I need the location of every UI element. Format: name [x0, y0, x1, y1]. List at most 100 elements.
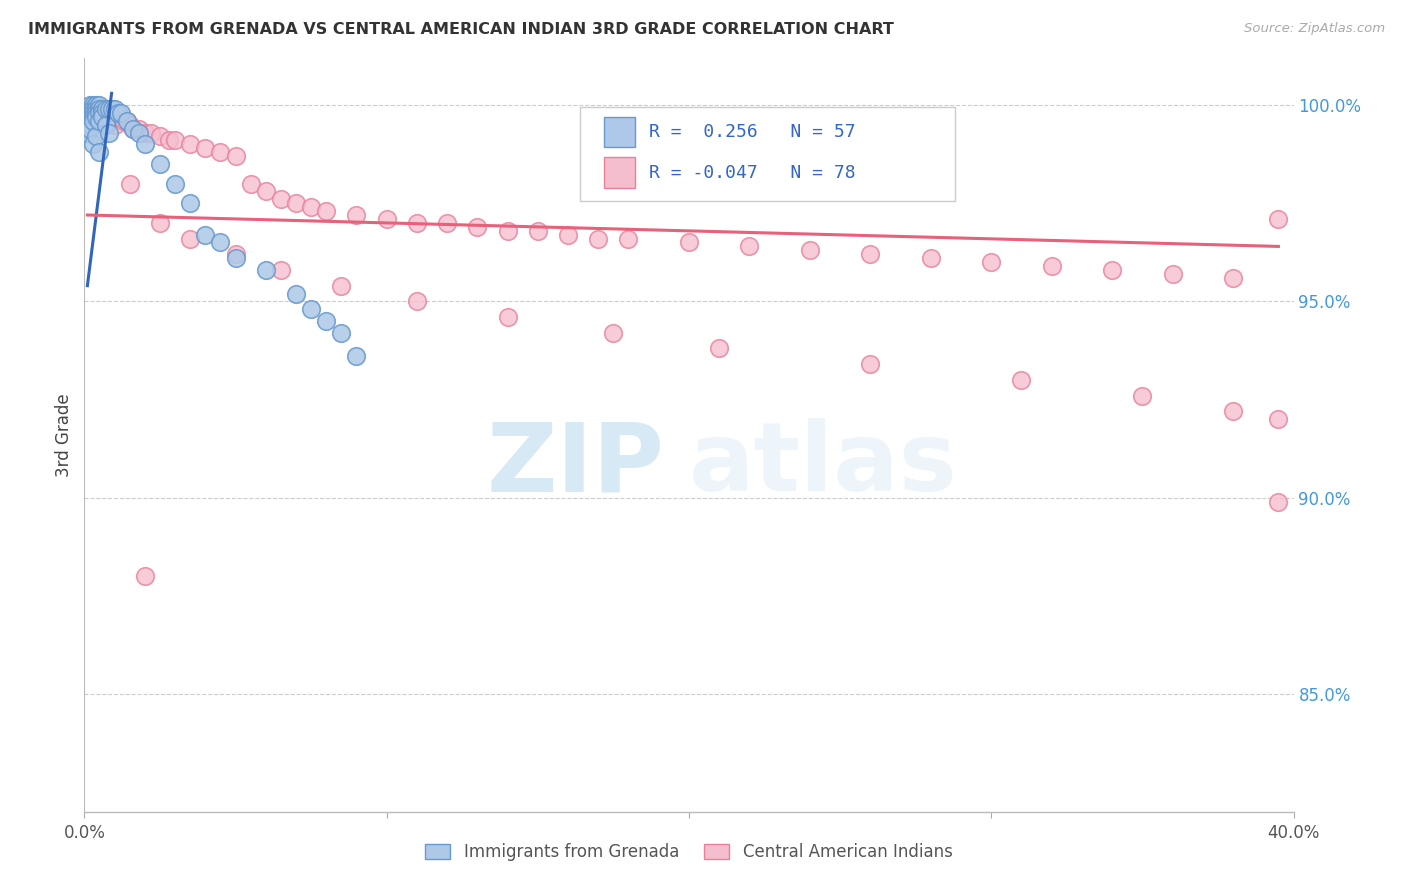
Point — [149, 129, 172, 144]
Point — [86, 98, 108, 112]
Point — [134, 137, 156, 152]
Text: ZIP: ZIP — [486, 418, 665, 511]
Point — [76, 102, 98, 116]
Point — [1267, 211, 1289, 226]
Point — [97, 113, 120, 128]
Point — [134, 126, 156, 140]
Point — [82, 106, 104, 120]
Point — [709, 342, 731, 356]
Text: R = -0.047   N = 78: R = -0.047 N = 78 — [650, 163, 856, 182]
Point — [527, 224, 550, 238]
Point — [86, 106, 108, 120]
Point — [107, 110, 129, 124]
Point — [165, 133, 187, 147]
Point — [97, 102, 120, 116]
Point — [496, 224, 519, 238]
Point — [76, 102, 98, 116]
Point — [299, 302, 322, 317]
Point — [406, 294, 429, 309]
Point — [179, 231, 201, 245]
Point — [107, 106, 129, 120]
Point — [496, 310, 519, 324]
Point — [82, 102, 104, 116]
Point — [920, 251, 942, 265]
Point — [91, 106, 114, 120]
Point — [225, 247, 247, 261]
Point — [79, 102, 101, 116]
Point — [209, 235, 232, 250]
Point — [1011, 373, 1033, 387]
Point — [100, 106, 122, 120]
Point — [110, 110, 132, 124]
Point — [1101, 263, 1123, 277]
FancyBboxPatch shape — [605, 117, 634, 147]
Point — [94, 102, 117, 116]
Point — [1267, 494, 1289, 508]
Point — [104, 110, 127, 124]
Point — [209, 145, 232, 160]
Point — [121, 121, 143, 136]
Point — [79, 102, 101, 116]
Point — [134, 569, 156, 583]
Point — [225, 149, 247, 163]
Point — [89, 106, 111, 120]
Point — [79, 118, 101, 132]
Point — [82, 110, 104, 124]
Point — [1130, 388, 1153, 402]
Text: IMMIGRANTS FROM GRENADA VS CENTRAL AMERICAN INDIAN 3RD GRADE CORRELATION CHART: IMMIGRANTS FROM GRENADA VS CENTRAL AMERI… — [28, 22, 894, 37]
Point — [89, 98, 111, 112]
Text: Source: ZipAtlas.com: Source: ZipAtlas.com — [1244, 22, 1385, 36]
Point — [86, 102, 108, 116]
Point — [1161, 267, 1184, 281]
Point — [112, 113, 135, 128]
Point — [315, 204, 337, 219]
Point — [82, 102, 104, 116]
Point — [91, 113, 114, 128]
FancyBboxPatch shape — [605, 158, 634, 187]
Point — [225, 251, 247, 265]
Point — [82, 113, 104, 128]
Point — [118, 118, 141, 132]
Point — [285, 196, 308, 211]
Point — [678, 235, 700, 250]
Point — [1222, 270, 1244, 285]
Point — [110, 106, 132, 120]
Point — [82, 98, 104, 112]
Point — [86, 110, 108, 124]
Point — [330, 326, 353, 340]
Point — [128, 126, 150, 140]
Point — [980, 255, 1002, 269]
Point — [89, 102, 111, 116]
Point — [79, 106, 101, 120]
Point — [121, 121, 143, 136]
Point — [375, 211, 398, 226]
Point — [149, 216, 172, 230]
Point — [1267, 412, 1289, 426]
Point — [94, 110, 117, 124]
Point — [157, 133, 180, 147]
Point — [179, 196, 201, 211]
Point — [346, 349, 368, 363]
Point — [602, 326, 624, 340]
Point — [100, 102, 122, 116]
Point — [799, 244, 821, 258]
Point — [76, 121, 98, 136]
Point — [859, 357, 882, 371]
Point — [97, 126, 120, 140]
Point — [89, 113, 111, 128]
Point — [91, 106, 114, 120]
Point — [165, 177, 187, 191]
Point — [254, 263, 277, 277]
Point — [86, 129, 108, 144]
Point — [89, 102, 111, 116]
Point — [91, 102, 114, 116]
Point — [254, 185, 277, 199]
Point — [76, 126, 98, 140]
Point — [82, 137, 104, 152]
Point — [738, 239, 761, 253]
Point — [86, 106, 108, 120]
Point — [239, 177, 262, 191]
Legend: Immigrants from Grenada, Central American Indians: Immigrants from Grenada, Central America… — [419, 836, 959, 867]
Point — [1222, 404, 1244, 418]
Point — [179, 137, 201, 152]
